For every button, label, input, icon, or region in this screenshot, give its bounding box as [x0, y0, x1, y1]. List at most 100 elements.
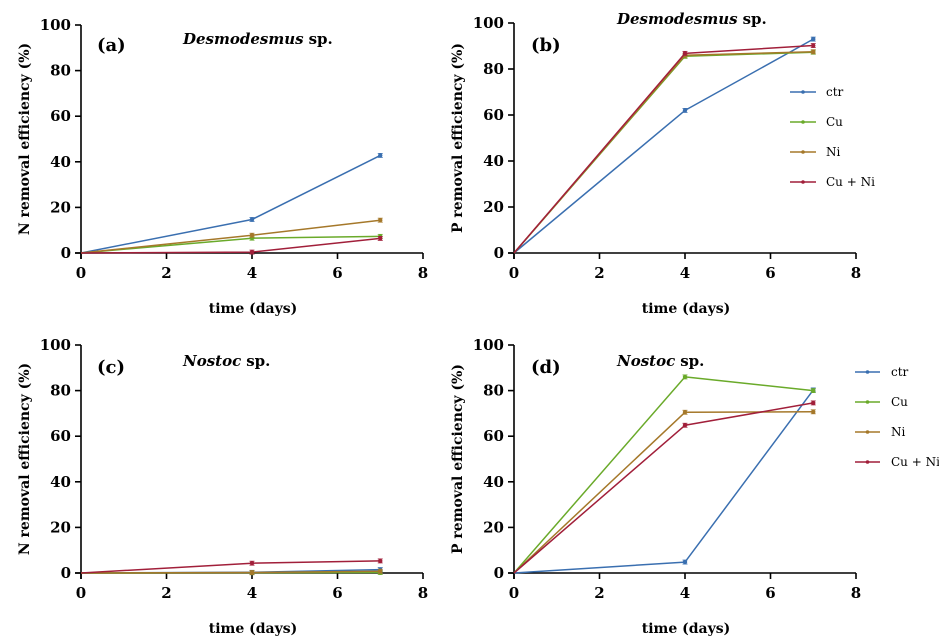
data-point-ni	[249, 570, 255, 575]
series-line-cu-ni	[513, 402, 814, 574]
x-tick-label: 4	[680, 264, 690, 282]
x-tick-label: 0	[76, 584, 86, 602]
chart-title-suffix: sp.	[743, 10, 767, 28]
x-tick-label: 8	[851, 584, 861, 602]
panel-label: (c)	[97, 357, 125, 378]
panel-label: (b)	[531, 35, 561, 56]
x-tick-label: 8	[418, 584, 428, 602]
x-tick-label: 2	[594, 584, 604, 602]
data-point-cu-ni	[682, 51, 688, 56]
legend-marker-cu-ni	[801, 180, 805, 184]
chart-panel-2: 0 20 40 60 80 100 0 2 4 6 8 time (days) P removal ef…	[450, 10, 875, 317]
x-tick-label: 8	[851, 264, 861, 282]
data-point-cu-ni	[811, 43, 816, 48]
y-tick-label: 80	[483, 60, 504, 78]
series-line-cu	[513, 51, 814, 254]
y-tick-label: 40	[483, 473, 504, 491]
x-tick-label: 4	[680, 584, 690, 602]
chart-title: Desmodesmus sp.	[616, 10, 767, 28]
x-tick-label: 4	[247, 264, 257, 282]
y-tick-label: 0	[61, 244, 71, 262]
y-tick-label: 20	[483, 198, 504, 216]
legend-label: Cu + Ni	[826, 175, 875, 189]
y-tick-label: 40	[50, 473, 71, 491]
y-tick-label: 100	[473, 14, 504, 32]
chart-title-genus: Nostoc	[616, 352, 675, 370]
y-tick-label: 60	[50, 107, 71, 125]
series-line-ctr	[513, 389, 814, 574]
data-point-cu-ni	[249, 249, 255, 255]
data-point-ni	[682, 410, 688, 415]
panel-label: (d)	[531, 357, 561, 378]
legend-label: ctr	[891, 365, 909, 379]
y-axis-title: N removal efficiency (%)	[17, 43, 33, 235]
chart-title-genus: Nostoc	[182, 352, 241, 370]
legend-marker-ctr	[801, 90, 805, 94]
legend: ctr Cu Ni Cu + Ni	[790, 85, 875, 189]
legend-marker-cu	[801, 120, 805, 124]
chart-panel-4: 0 20 40 60 80 100 0 2 4 6 8 time (days) P removal ef…	[450, 336, 939, 637]
legend-marker-ni	[865, 430, 870, 434]
y-tick-label: 100	[473, 336, 504, 354]
panel-label: (a)	[97, 35, 126, 56]
y-tick-label: 80	[50, 62, 71, 80]
x-tick-label: 0	[509, 584, 519, 602]
chart-title: Nostoc sp.	[182, 352, 270, 370]
legend-marker-ctr	[865, 370, 870, 374]
chart-title-genus: Desmodesmus	[616, 10, 738, 28]
y-tick-label: 60	[483, 427, 504, 445]
y-tick-label: 80	[483, 382, 504, 400]
data-point-cu	[811, 388, 816, 393]
data-point-ni	[378, 217, 383, 223]
legend-label: Ni	[826, 145, 841, 159]
x-tick-label: 6	[765, 584, 775, 602]
data-point-ni	[249, 233, 255, 238]
x-tick-label: 6	[332, 264, 342, 282]
legend-marker-cu	[865, 400, 870, 404]
series-line-cu-ni	[513, 44, 814, 254]
y-tick-label: 20	[50, 518, 71, 536]
data-point-ctr	[249, 217, 255, 222]
data-point-ni	[378, 568, 383, 574]
y-tick-label: 80	[50, 382, 71, 400]
x-axis-title: time (days)	[209, 301, 298, 317]
x-tick-label: 4	[247, 584, 257, 602]
y-tick-label: 100	[40, 16, 71, 34]
legend-label: Cu	[826, 115, 843, 129]
chart-title-genus: Desmodesmus	[182, 30, 304, 48]
y-tick-label: 20	[50, 198, 71, 216]
x-axis-title: time (days)	[209, 621, 298, 637]
y-tick-label: 20	[483, 518, 504, 536]
x-tick-label: 2	[161, 584, 171, 602]
chart-panel-1: 0 20 40 60 80 100 0 2 4 6 8 time (days) N removal ef…	[17, 16, 428, 317]
data-point-ctr	[682, 559, 688, 565]
legend: ctr Cu Ni Cu + Ni	[855, 365, 939, 469]
data-point-cu-ni	[249, 560, 255, 566]
legend-marker-cu-ni	[865, 460, 870, 464]
data-point-cu-ni	[682, 423, 688, 428]
legend-label: ctr	[826, 85, 844, 99]
x-tick-label: 2	[594, 264, 604, 282]
data-point-ni	[811, 49, 816, 54]
x-tick-label: 6	[332, 584, 342, 602]
chart-title: Nostoc sp.	[616, 352, 704, 370]
data-point-cu	[682, 374, 688, 380]
y-axis-title: P removal efficiency (%)	[450, 43, 466, 233]
data-point-cu-ni	[378, 236, 383, 241]
x-tick-label: 8	[418, 264, 428, 282]
data-point-ctr	[811, 36, 816, 42]
data-point-ni	[811, 409, 816, 415]
chart-panel-3: 0 20 40 60 80 100 0 2 4 6 8 time (days) N removal ef…	[17, 336, 428, 637]
x-tick-label: 2	[161, 264, 171, 282]
data-point-cu-ni	[378, 558, 383, 564]
data-point-ctr	[682, 108, 688, 113]
y-tick-label: 60	[483, 106, 504, 124]
y-tick-label: 0	[61, 564, 71, 582]
series-line-ctr	[513, 38, 814, 254]
series-line-cu	[513, 376, 814, 574]
y-tick-label: 0	[494, 244, 504, 262]
chart-title-suffix: sp.	[680, 352, 704, 370]
legend-label: Cu	[891, 395, 908, 409]
data-point-ctr	[378, 153, 383, 158]
